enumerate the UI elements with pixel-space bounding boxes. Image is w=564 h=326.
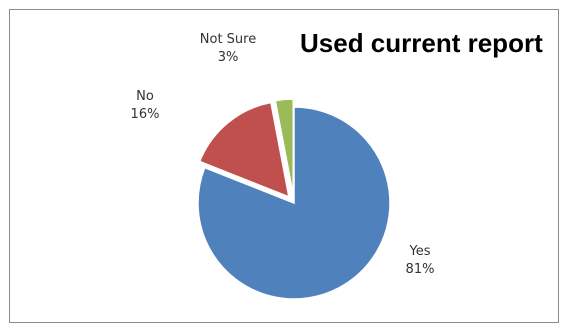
slice-value-not-sure: 3% — [218, 50, 239, 65]
slice-value-yes: 81% — [406, 262, 435, 277]
chart-title: Used current report — [300, 28, 543, 58]
pie-slices — [197, 98, 391, 300]
slice-label-yes: Yes — [409, 244, 431, 259]
pie-slice-no — [198, 101, 290, 199]
pie-labels: Yes 81% No 16% Not Sure 3% — [131, 32, 435, 277]
slice-value-no: 16% — [131, 107, 160, 122]
pie-slice-not-sure — [274, 98, 294, 196]
slice-label-no: No — [136, 89, 154, 104]
pie-slice-yes — [197, 106, 391, 300]
slice-label-not-sure: Not Sure — [200, 32, 256, 47]
